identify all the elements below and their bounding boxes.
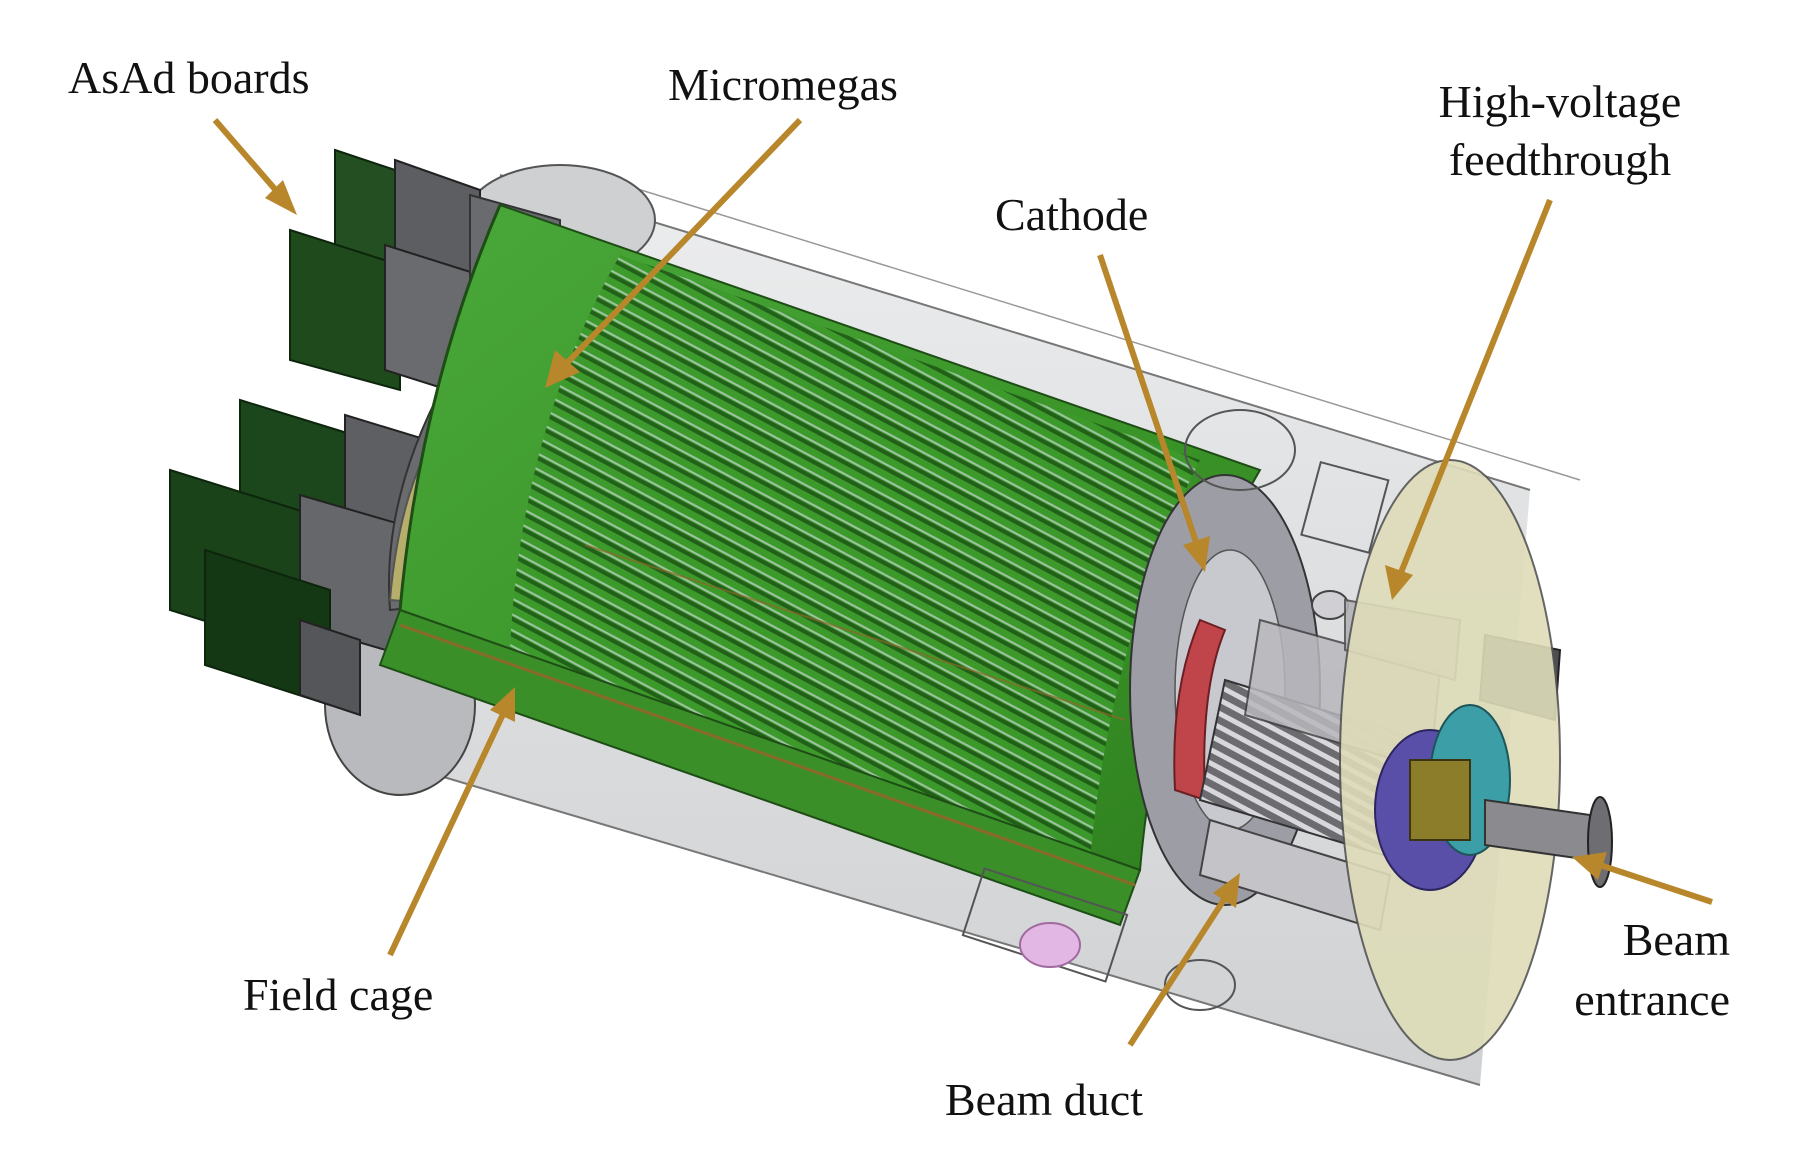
- arrow-micromegas: [545, 117, 803, 388]
- label-beam: Beam: [1622, 914, 1730, 965]
- label-entrance: entrance: [1574, 974, 1730, 1025]
- label-arrows: [212, 117, 1713, 1047]
- arrow-asad-boards: [212, 118, 297, 215]
- label-micromegas: Micromegas: [668, 59, 898, 110]
- label-field-cage: Field cage: [243, 969, 434, 1020]
- arrow-field-cage: [387, 687, 515, 957]
- arrow-beam-duct: [1127, 873, 1240, 1047]
- front-flange: [1339, 459, 1561, 1061]
- label-asad-boards: AsAd boards: [68, 52, 310, 103]
- arrow-hv-feedthrough: [1385, 198, 1553, 600]
- field-cage: [378, 203, 1262, 927]
- label-beam-duct: Beam duct: [945, 1074, 1143, 1125]
- label-high-voltage: High-voltage: [1438, 76, 1682, 127]
- vessel-details: [961, 409, 1390, 1011]
- arrow-cathode: [1097, 254, 1210, 572]
- arrow-beam-entrance: [1572, 852, 1713, 905]
- asad-boards: [169, 148, 481, 717]
- label-cathode: Cathode: [995, 189, 1149, 240]
- label-feedthrough: feedthrough: [1448, 134, 1672, 185]
